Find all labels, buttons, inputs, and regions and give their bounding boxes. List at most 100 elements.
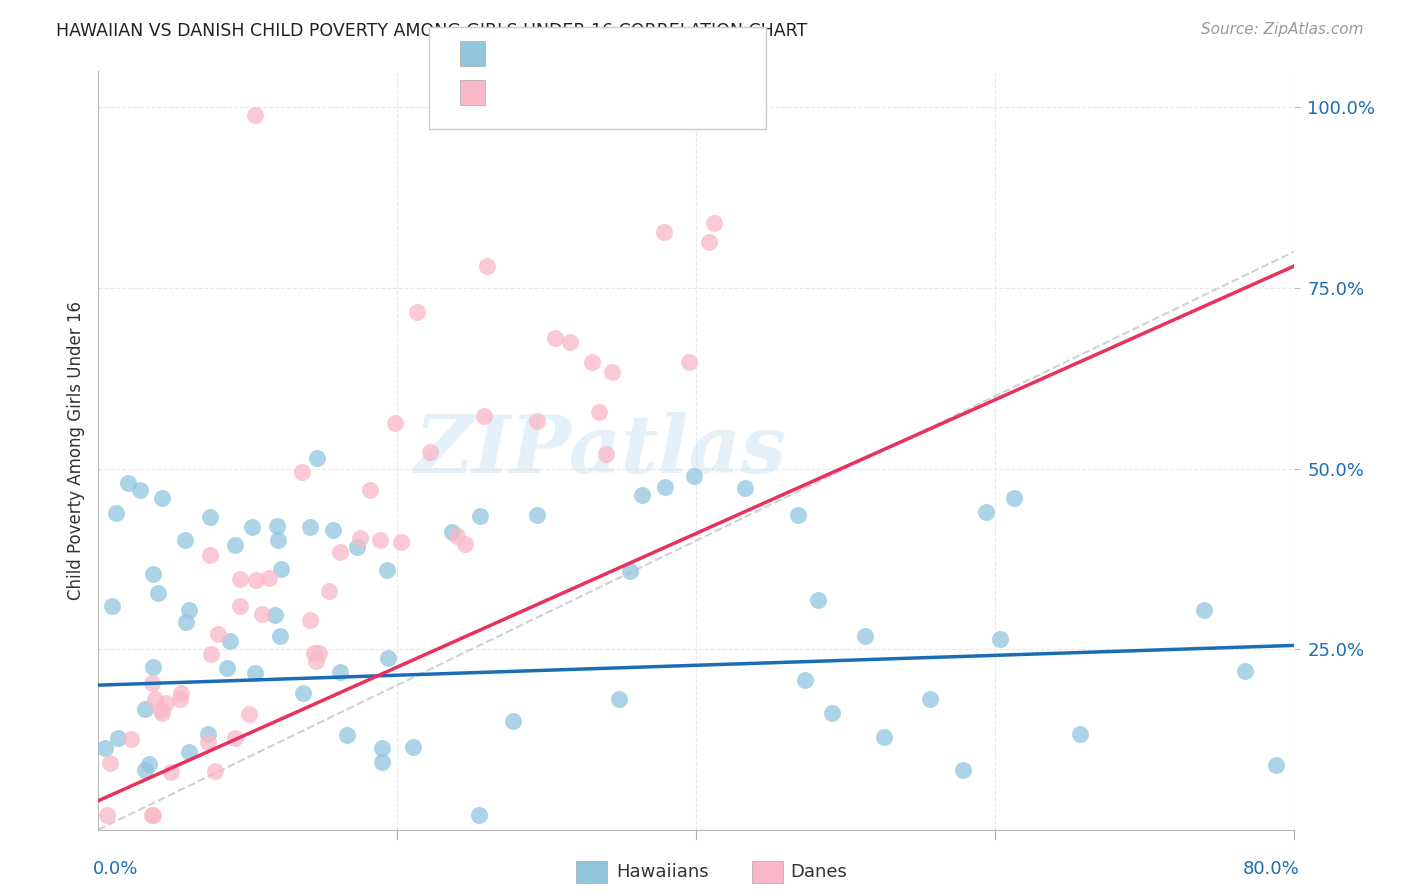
Point <box>266 519 288 533</box>
Point <box>217 661 239 675</box>
Point <box>134 701 156 715</box>
Point <box>302 646 325 660</box>
Point <box>1264 757 1286 772</box>
Point <box>307 451 329 466</box>
Point <box>807 593 830 607</box>
Point <box>526 508 548 522</box>
Point <box>120 732 142 747</box>
Point <box>104 506 127 520</box>
Point <box>143 692 166 706</box>
Point <box>371 741 394 756</box>
Point <box>240 520 263 534</box>
Point <box>291 685 314 699</box>
Point <box>406 305 429 319</box>
Point <box>269 629 291 643</box>
Text: 0.063: 0.063 <box>543 50 605 69</box>
Point <box>920 692 942 706</box>
Text: Danes: Danes <box>790 863 846 881</box>
Point <box>446 529 468 543</box>
Point <box>853 629 876 643</box>
Point <box>149 703 172 717</box>
Point <box>197 727 219 741</box>
Point <box>101 599 124 613</box>
Text: HAWAIIAN VS DANISH CHILD POVERTY AMONG GIRLS UNDER 16 CORRELATION CHART: HAWAIIAN VS DANISH CHILD POVERTY AMONG G… <box>56 22 807 40</box>
Text: 80.0%: 80.0% <box>1243 860 1299 878</box>
Point <box>359 483 381 498</box>
Point <box>475 260 498 274</box>
Point <box>683 469 706 483</box>
Point <box>141 808 163 822</box>
Point <box>588 405 610 419</box>
Point <box>329 665 352 679</box>
Point <box>138 756 160 771</box>
Point <box>179 745 201 759</box>
Point <box>198 548 221 562</box>
Point <box>787 508 810 523</box>
Point <box>974 505 997 519</box>
Point <box>169 691 191 706</box>
Point <box>142 808 165 822</box>
Point <box>631 488 654 502</box>
Point <box>207 627 229 641</box>
Point <box>389 535 412 549</box>
Point <box>245 108 267 122</box>
Text: 0.0%: 0.0% <box>93 860 138 878</box>
Point <box>160 765 183 780</box>
Point <box>107 731 129 745</box>
Point <box>472 409 495 423</box>
Point <box>257 571 280 585</box>
Point <box>197 735 219 749</box>
Point <box>308 646 330 660</box>
Point <box>336 728 359 742</box>
Point <box>229 572 252 586</box>
Point <box>174 615 197 629</box>
Point <box>873 730 896 744</box>
Point <box>607 692 630 706</box>
Point <box>600 365 623 379</box>
Text: 67: 67 <box>630 50 657 69</box>
Point <box>384 416 406 430</box>
Point <box>419 445 441 459</box>
Point <box>401 740 423 755</box>
Text: N =: N = <box>592 50 636 69</box>
Point <box>697 235 720 250</box>
Y-axis label: Child Poverty Among Girls Under 16: Child Poverty Among Girls Under 16 <box>66 301 84 600</box>
Point <box>141 676 163 690</box>
Point <box>238 707 260 722</box>
Point <box>652 225 675 239</box>
Point <box>734 481 756 495</box>
Point <box>270 562 292 576</box>
Point <box>349 532 371 546</box>
Point <box>93 741 115 756</box>
Point <box>988 632 1011 647</box>
Point <box>1069 727 1091 741</box>
Point <box>375 563 398 577</box>
Point <box>595 447 617 461</box>
Point <box>200 510 222 524</box>
Point <box>793 673 815 687</box>
Point <box>224 538 246 552</box>
Point <box>821 706 844 720</box>
Point <box>526 414 548 428</box>
Point <box>329 545 352 559</box>
Point <box>219 634 242 648</box>
Point <box>96 808 118 822</box>
Point <box>1002 491 1025 506</box>
Point <box>346 540 368 554</box>
Point <box>117 476 139 491</box>
Point <box>204 764 226 778</box>
Point <box>544 331 567 345</box>
Point <box>146 586 169 600</box>
Point <box>150 706 173 720</box>
Point <box>264 607 287 622</box>
Point <box>322 523 344 537</box>
Point <box>174 533 197 547</box>
Point <box>229 599 252 614</box>
Text: R =: R = <box>496 50 538 69</box>
Point <box>224 731 246 745</box>
Point <box>440 524 463 539</box>
Text: Hawaiians: Hawaiians <box>616 863 709 881</box>
Point <box>619 564 641 578</box>
Point <box>298 613 321 627</box>
Text: 55: 55 <box>630 90 657 109</box>
